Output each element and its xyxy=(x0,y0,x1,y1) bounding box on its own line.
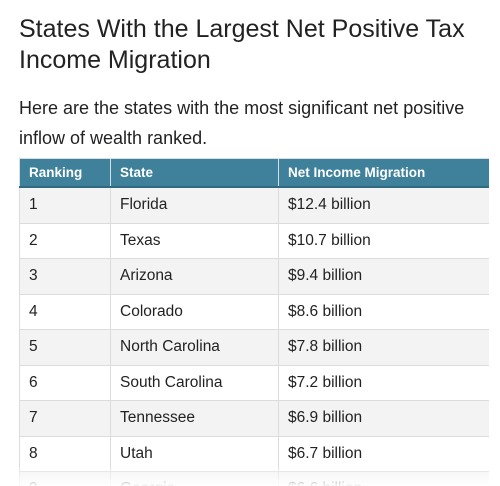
cell-state: North Carolina xyxy=(110,329,279,366)
article-title: States With the Largest Net Positive Tax… xyxy=(19,15,465,74)
cell-net-income: $6.6 billion xyxy=(278,471,489,486)
table-row: 1 Florida $12.4 billion xyxy=(19,186,489,224)
cell-net-income: $7.2 billion xyxy=(278,364,489,401)
cell-net-income: $6.7 billion xyxy=(278,435,489,472)
cell-state: Georgia xyxy=(110,471,279,486)
cell-net-income: $10.7 billion xyxy=(278,222,489,259)
table-row: 5 North Carolina $7.8 billion xyxy=(19,329,489,366)
cell-state: Florida xyxy=(110,186,279,224)
header-state: State xyxy=(110,158,279,188)
table-row: 3 Arizona $9.4 billion xyxy=(19,258,489,295)
cell-ranking: 8 xyxy=(19,435,111,472)
cell-state: South Carolina xyxy=(110,364,279,401)
cell-ranking: 4 xyxy=(19,293,111,330)
cell-net-income: $6.9 billion xyxy=(278,400,489,437)
header-ranking: Ranking xyxy=(19,158,111,188)
article-intro: Here are the states with the most signif… xyxy=(19,98,465,148)
table-row: 6 South Carolina $7.2 billion xyxy=(19,364,489,401)
cell-net-income: $12.4 billion xyxy=(278,186,489,224)
cell-ranking: 9 xyxy=(19,471,111,486)
cell-ranking: 1 xyxy=(19,186,111,224)
cell-ranking: 7 xyxy=(19,400,111,437)
cell-net-income: $9.4 billion xyxy=(278,258,489,295)
article: States With the Largest Net Positive Tax… xyxy=(19,0,489,153)
table-row: 4 Colorado $8.6 billion xyxy=(19,293,489,330)
cell-ranking: 6 xyxy=(19,364,111,401)
cell-net-income: $8.6 billion xyxy=(278,293,489,330)
table-row: 8 Utah $6.7 billion xyxy=(19,435,489,472)
ranking-table: Ranking State Net Income Migration 1 Flo… xyxy=(19,158,489,486)
header-net-income-migration: Net Income Migration xyxy=(278,158,489,188)
cell-state: Texas xyxy=(110,222,279,259)
cell-state: Arizona xyxy=(110,258,279,295)
cell-net-income: $7.8 billion xyxy=(278,329,489,366)
table-header-row: Ranking State Net Income Migration xyxy=(19,158,489,188)
table-row: 9 Georgia $6.6 billion xyxy=(19,471,489,486)
ranking-table-container[interactable]: Ranking State Net Income Migration 1 Flo… xyxy=(19,158,489,486)
cell-state: Colorado xyxy=(110,293,279,330)
table-row: 7 Tennessee $6.9 billion xyxy=(19,400,489,437)
table-row: 2 Texas $10.7 billion xyxy=(19,222,489,259)
cell-state: Utah xyxy=(110,435,279,472)
cell-ranking: 5 xyxy=(19,329,111,366)
cell-ranking: 3 xyxy=(19,258,111,295)
cell-ranking: 2 xyxy=(19,222,111,259)
cell-state: Tennessee xyxy=(110,400,279,437)
